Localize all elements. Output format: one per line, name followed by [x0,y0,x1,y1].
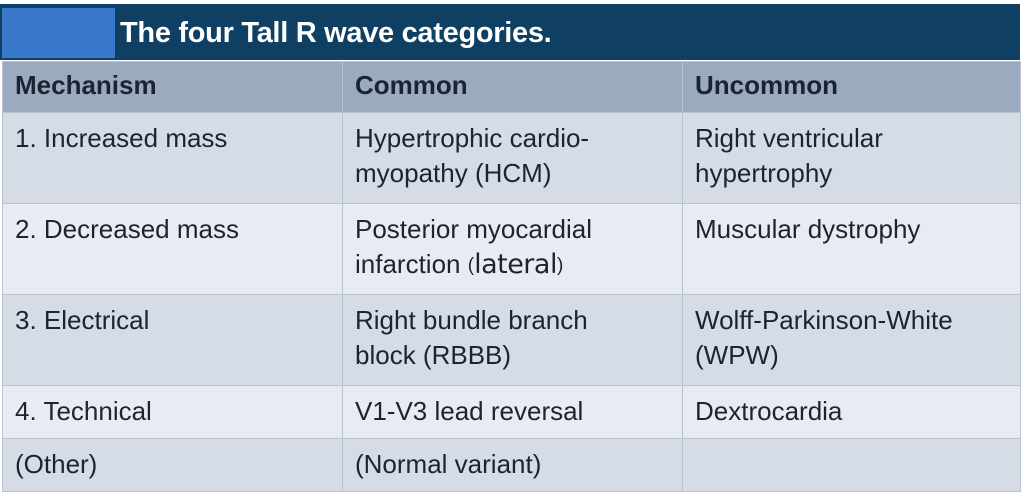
cell-uncommon: Dextrocardia [682,385,1021,439]
cell-mechanism: 2. Decreased mass [2,203,343,295]
title-bar: The four Tall R wave categories. [0,4,1020,60]
cell-common-line2: myopathy (HCM) [355,158,552,188]
header-common: Common [342,61,683,113]
note-open-paren: ( [467,255,475,276]
cell-uncommon-line2: hypertrophy [695,158,833,188]
table-row: 1. Increased mass Hypertrophic cardio-my… [2,112,1021,204]
cell-mechanism: 1. Increased mass [2,112,343,204]
cell-uncommon-line1: Right ventricular [695,123,883,153]
cell-mechanism: 4. Technical [2,385,343,439]
cell-common: V1-V3 lead reversal [342,385,683,439]
cell-uncommon-line2: (WPW) [695,340,779,370]
header-uncommon: Uncommon [682,61,1021,113]
cell-uncommon: Muscular dystrophy [682,203,1021,295]
cell-common: (Normal variant) [342,438,683,492]
cell-common-line2: block (RBBB) [355,340,512,370]
cell-uncommon: Wolff-Parkinson-White (WPW) [682,294,1021,386]
cell-common: Right bundle branch block (RBBB) [342,294,683,386]
cell-mechanism: 3. Electrical [2,294,343,386]
tall-r-wave-table: Mechanism Common Uncommon 1. Increased m… [2,61,1021,492]
cell-uncommon-line1: Wolff-Parkinson-White [695,305,953,335]
table-row: 3. Electrical Right bundle branch block (… [2,294,1021,386]
cell-uncommon: Right ventricular hypertrophy [682,112,1021,204]
cell-common: Posterior myocardial infarction (lateral) [342,203,683,295]
cell-uncommon-line1: Muscular dystrophy [695,214,921,244]
cell-common: Hypertrophic cardio-myopathy (HCM) [342,112,683,204]
cell-mechanism: (Other) [2,438,343,492]
cell-common-line2: infarction [355,249,461,279]
table-row: 4. Technical V1-V3 lead reversal Dextroc… [2,385,1021,439]
handwritten-note: lateral [474,249,557,280]
cell-common-line1: Posterior myocardial [355,214,592,244]
page-title: The four Tall R wave categories. [120,17,552,49]
cell-uncommon [682,438,1021,492]
table-row: 2. Decreased mass Posterior myocardial in… [2,203,1021,295]
cell-common-line1: Right bundle branch [355,305,588,335]
table-header-row: Mechanism Common Uncommon [2,61,1021,113]
note-close-paren: ) [556,255,564,276]
cell-common-line1: Hypertrophic cardio- [355,123,590,153]
title-accent-block [2,8,115,58]
header-mechanism: Mechanism [2,61,343,113]
table-row: (Other) (Normal variant) [2,438,1021,492]
